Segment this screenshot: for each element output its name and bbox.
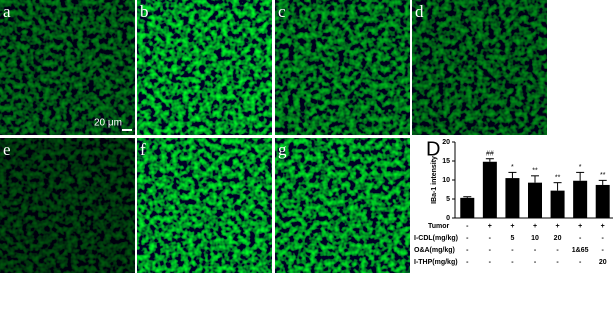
y-tick-label: 20 [442,139,450,146]
treatment-value: + [556,223,560,230]
treatment-value: 20 [554,235,562,242]
bar [528,182,542,218]
panel-label: f [140,140,146,159]
treatment-value: - [534,247,537,254]
panel-label: e [3,140,11,159]
y-tick-label: 10 [442,177,450,184]
y-tick-label: 5 [446,196,450,203]
bar [505,178,520,218]
treatment-value: - [466,223,469,230]
treatment-value: 20 [599,259,607,266]
y-tick-label: 0 [446,215,450,222]
treatment-value: 5 [510,235,514,242]
treatment-value: - [579,259,582,266]
treatment-value: - [556,259,559,266]
treatment-value: + [533,223,537,230]
bar [573,180,588,218]
bar [550,190,565,218]
treatment-value: - [489,235,492,242]
treatment-value: + [601,223,605,230]
treatment-value: - [466,247,469,254]
treatment-value: 10 [531,235,539,242]
treatment-value: - [511,259,514,266]
treatment-value: + [578,223,582,230]
panel-label: a [3,2,11,21]
treatment-value: - [466,235,469,242]
micrograph-signal [0,138,135,273]
y-axis-label: IBa-1 intensity [431,156,438,204]
micrograph-signal [137,138,272,273]
treatment-name: I-THP(mg/kg) [414,259,458,266]
significance: * [579,164,582,171]
treatment-value: + [488,223,492,230]
micrograph-signal [137,0,272,135]
panel-label: d [415,2,424,21]
treatment-value: - [579,235,582,242]
treatment-value: + [510,223,514,230]
panel-label: g [278,140,287,159]
micrograph-signal [412,0,547,135]
significance: ** [555,175,561,182]
bar [595,184,610,218]
treatment-value: - [534,259,537,266]
bar [460,197,475,218]
treatment-value: 1&65 [572,247,589,254]
treatment-value: - [511,247,514,254]
treatment-name: Tumor [428,223,450,230]
micrograph-signal [275,138,410,273]
treatment-name: I-CDL(mg/kg) [414,235,458,242]
treatment-value: - [466,259,469,266]
panel-label: b [140,2,149,21]
treatment-value: - [489,259,492,266]
y-tick-label: 15 [442,158,450,165]
treatment-value: - [556,247,559,254]
treatment-value: - [602,235,605,242]
treatment-value: - [602,247,605,254]
treatment-value: - [489,247,492,254]
significance: * [511,164,514,171]
micrograph-signal [275,0,410,135]
scale-bar-label: 20 μm [94,118,122,129]
chart-panel-label: D [426,138,440,160]
treatment-name: O&A(mg/kg) [414,247,455,254]
significance: ** [532,168,538,175]
panel-label: c [278,2,286,21]
micrograph-signal [0,0,135,135]
significance: ** [600,172,606,179]
significance: ## [486,151,494,158]
bar [482,161,497,218]
